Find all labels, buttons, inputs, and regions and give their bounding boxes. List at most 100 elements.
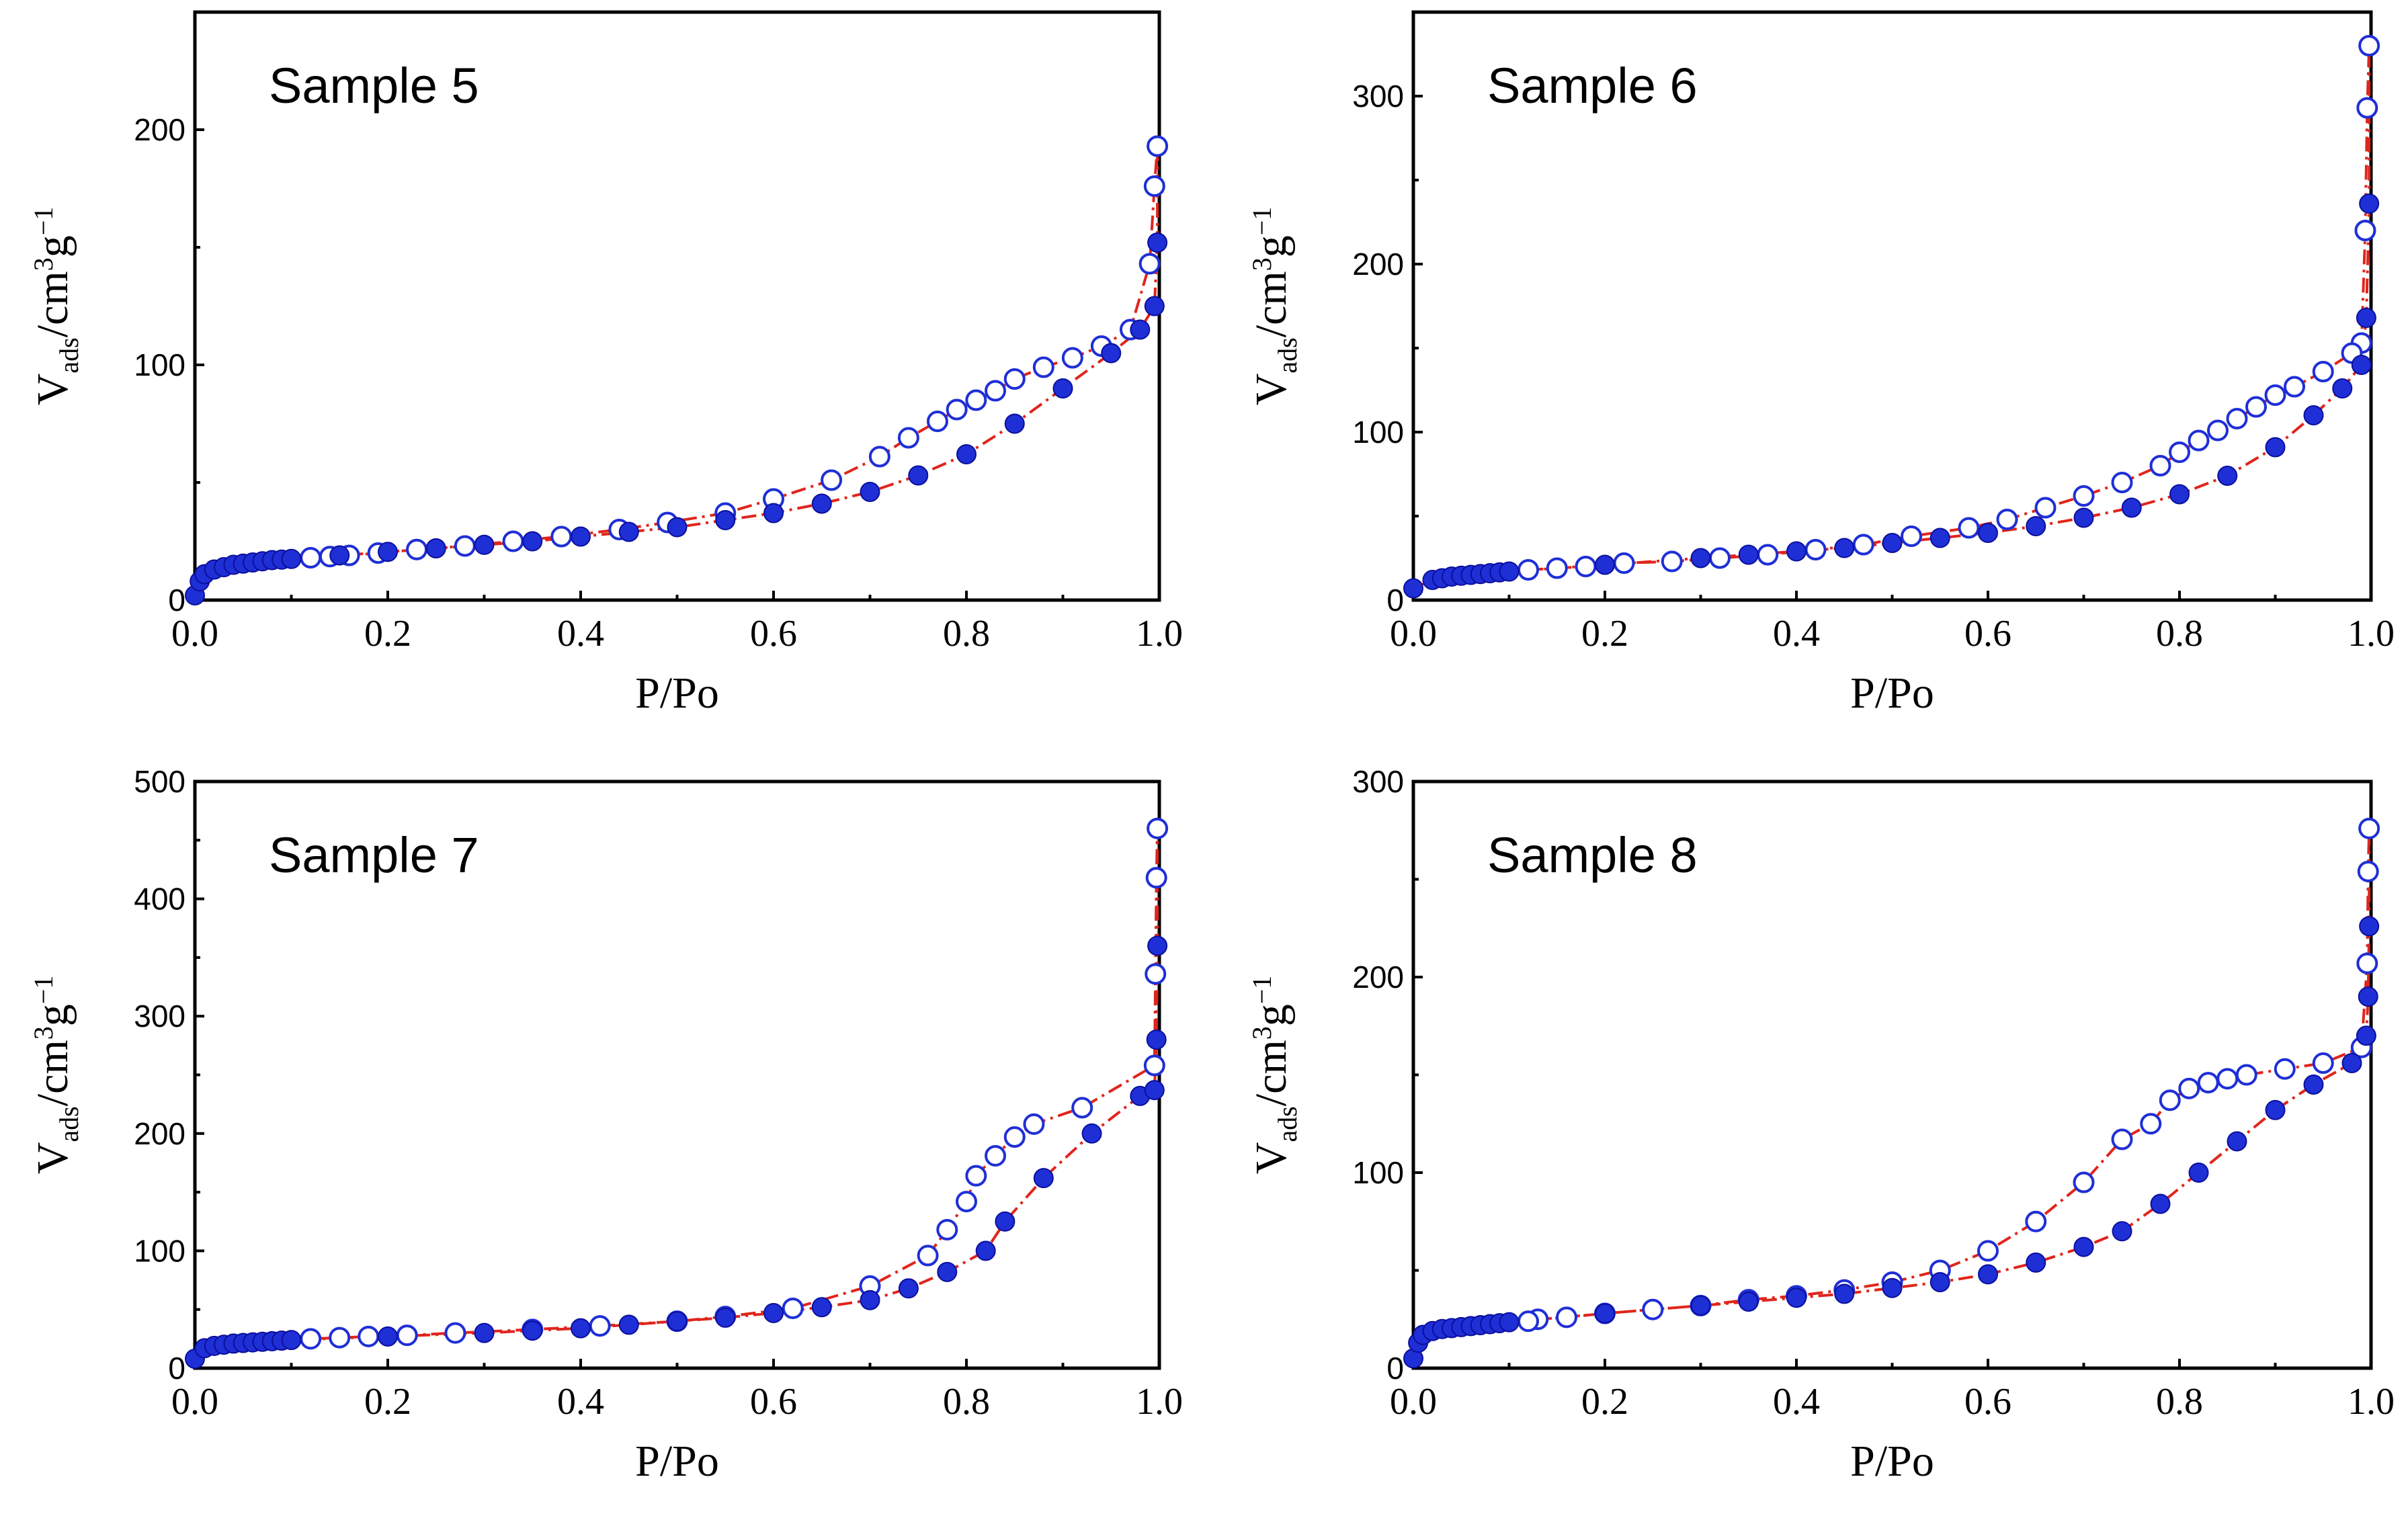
adsorption-point: [1033, 1168, 1054, 1189]
adsorption-point: [956, 444, 977, 464]
desorption-point: [2207, 419, 2229, 441]
adsorption-point: [2359, 916, 2380, 937]
desorption-point: [1147, 135, 1169, 157]
adsorption-point: [1004, 413, 1025, 434]
adsorption-point: [1882, 1277, 1903, 1298]
desorption-point: [2169, 441, 2190, 463]
desorption-point: [2073, 485, 2095, 507]
adsorption-point: [571, 1318, 591, 1339]
desorption-point: [1958, 517, 1980, 539]
adsorption-point: [1403, 578, 1423, 599]
desorption-point: [1546, 557, 1568, 579]
sample-title: Sample 7: [269, 827, 479, 883]
adsorption-point: [937, 1261, 958, 1282]
y-tick-label: 100: [1352, 415, 1404, 450]
desorption-point: [300, 547, 322, 568]
adsorption-point: [1738, 1292, 1759, 1312]
adsorption-point: [2112, 1221, 2132, 1242]
adsorption-point: [2188, 1163, 2209, 1183]
adsorption-point: [1130, 319, 1151, 340]
adsorption-point: [908, 465, 929, 486]
y-tick-label: 300: [1352, 764, 1404, 799]
adsorption-point: [1081, 1123, 1102, 1144]
desorption-point: [2264, 384, 2286, 406]
x-tick-label: 0.4: [557, 1381, 604, 1423]
desorption-point: [1145, 963, 1167, 985]
adsorption-point: [1147, 935, 1168, 956]
adsorption-point: [522, 1320, 543, 1341]
desorption-point: [2034, 497, 2057, 519]
desorption-point: [2312, 361, 2334, 382]
y-axis-title: Vads/cm3g−1: [28, 976, 84, 1175]
x-tick-label: 0.8: [943, 1381, 990, 1423]
desorption-point: [2356, 97, 2378, 119]
x-tick-label: 0.2: [1581, 613, 1628, 655]
desorption-point: [1901, 525, 1922, 547]
y-tick-label: 100: [134, 1233, 185, 1268]
adsorption-point: [2265, 437, 2286, 458]
desorption-point: [2356, 952, 2378, 974]
y-tick-label: 0: [168, 1351, 185, 1386]
desorption-point: [2274, 1058, 2296, 1080]
adsorption-point: [995, 1211, 1015, 1232]
adsorption-point: [1738, 544, 1759, 565]
adsorption-point: [1882, 533, 1903, 553]
adsorption-point: [1834, 1283, 1855, 1304]
desorption-point: [897, 427, 919, 449]
desorption-point: [2197, 1072, 2219, 1094]
adsorption-point: [667, 517, 688, 538]
x-tick-label: 0.6: [1964, 1381, 2011, 1423]
desorption-point: [2226, 408, 2248, 429]
adsorption-point: [2303, 405, 2324, 425]
adsorption-point: [1499, 1312, 1520, 1333]
x-tick-label: 0.8: [2156, 1381, 2203, 1423]
desorption-point: [444, 1322, 466, 1344]
chart-panel: 0 100 200 300 0.0 0.2 0.4 0.6 0.8 1.0 P/Po Vads/cm3…: [1247, 10, 2395, 718]
desorption-point: [1804, 539, 1827, 560]
desorption-point: [2284, 376, 2305, 398]
y-tick-label: 400: [134, 882, 185, 917]
adsorption-point: [2073, 507, 2094, 528]
desorption-point: [300, 1328, 322, 1350]
adsorption-point: [378, 542, 398, 562]
adsorption-point: [1929, 528, 1950, 548]
adsorption-point: [281, 548, 302, 569]
x-tick-label: 1.0: [1136, 1381, 1183, 1423]
desorption-point: [965, 1165, 987, 1187]
desorption-point: [1003, 368, 1026, 390]
desorption-point: [2025, 1210, 2047, 1232]
adsorption-point: [1499, 561, 1520, 582]
adsorption-point: [378, 1326, 398, 1347]
adsorption-point: [1101, 343, 1122, 364]
adsorption-point: [2332, 378, 2353, 398]
desorption-point: [1977, 1240, 1999, 1262]
adsorption-point: [1786, 541, 1807, 562]
x-tick-label: 0.8: [2156, 613, 2203, 655]
desorption-point: [1556, 1306, 1577, 1329]
desorption-point: [2354, 220, 2376, 241]
desorption-point: [1642, 1298, 1664, 1320]
adsorption-point: [1052, 378, 1073, 398]
adsorption-point: [763, 1302, 784, 1323]
desorption-point: [2073, 1171, 2095, 1193]
x-tick-label: 0.2: [364, 613, 411, 655]
adsorption-point: [1144, 1080, 1165, 1101]
adsorption-point: [2358, 986, 2378, 1007]
adsorption-point: [1978, 1264, 1998, 1285]
desorption-point: [1661, 550, 1683, 573]
chart-panel: 0 100 200 300 400 500 0.0 0.2 0.4 0.6 0.8 1.0 P/Po Va…: [28, 764, 1183, 1486]
desorption-point: [1852, 534, 1874, 556]
desorption-point: [1147, 817, 1169, 839]
adsorption-point: [2026, 516, 2046, 536]
x-tick-label: 0.2: [364, 1381, 411, 1423]
desorption-point: [396, 1324, 418, 1347]
desorption-point: [1138, 253, 1161, 275]
x-tick-label: 0.0: [171, 1381, 218, 1423]
adsorption-point: [2169, 484, 2190, 505]
desorption-point: [926, 411, 948, 432]
adsorption-point: [860, 1290, 880, 1310]
desorption-point: [502, 530, 524, 552]
desorption-point: [946, 398, 968, 421]
desorption-point: [2159, 1089, 2181, 1111]
y-tick-label: 0: [1386, 583, 1404, 618]
